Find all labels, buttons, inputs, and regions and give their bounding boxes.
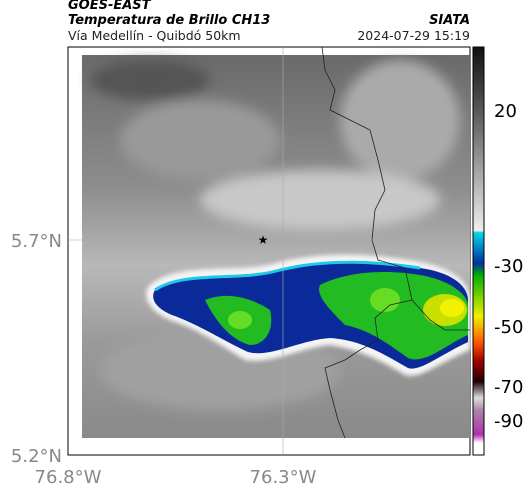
colorbar: 20 -30 -50 -70 -90 bbox=[472, 46, 523, 456]
colorbar-tick-label: -50 bbox=[494, 317, 523, 338]
colorbar-gradient bbox=[472, 46, 485, 456]
region: Vía Medellín - Quibdó 50km bbox=[68, 28, 241, 43]
lat-tick-label: 5.7°N bbox=[11, 231, 62, 252]
lon-tick-label: 76.8°W bbox=[35, 467, 102, 488]
datetime: 2024-07-29 15:19 bbox=[357, 28, 470, 43]
lon-tick-label: 76.3°W bbox=[250, 467, 317, 488]
map: ★ bbox=[67, 46, 471, 456]
satellite: GOES-EAST bbox=[68, 0, 152, 13]
colorbar-tick-label: -30 bbox=[494, 256, 523, 277]
borders bbox=[321, 46, 470, 439]
location-star: ★ bbox=[258, 233, 269, 247]
colorbar-tick-label: -90 bbox=[494, 411, 523, 432]
product: Temperatura de Brillo CH13 bbox=[68, 13, 270, 28]
colorbar-tick-label: 20 bbox=[494, 101, 517, 122]
org: SIATA bbox=[429, 13, 470, 28]
storm bbox=[146, 254, 470, 376]
colorbar-tick-label: -70 bbox=[494, 377, 523, 398]
lat-tick-label: 5.2°N bbox=[11, 446, 62, 467]
